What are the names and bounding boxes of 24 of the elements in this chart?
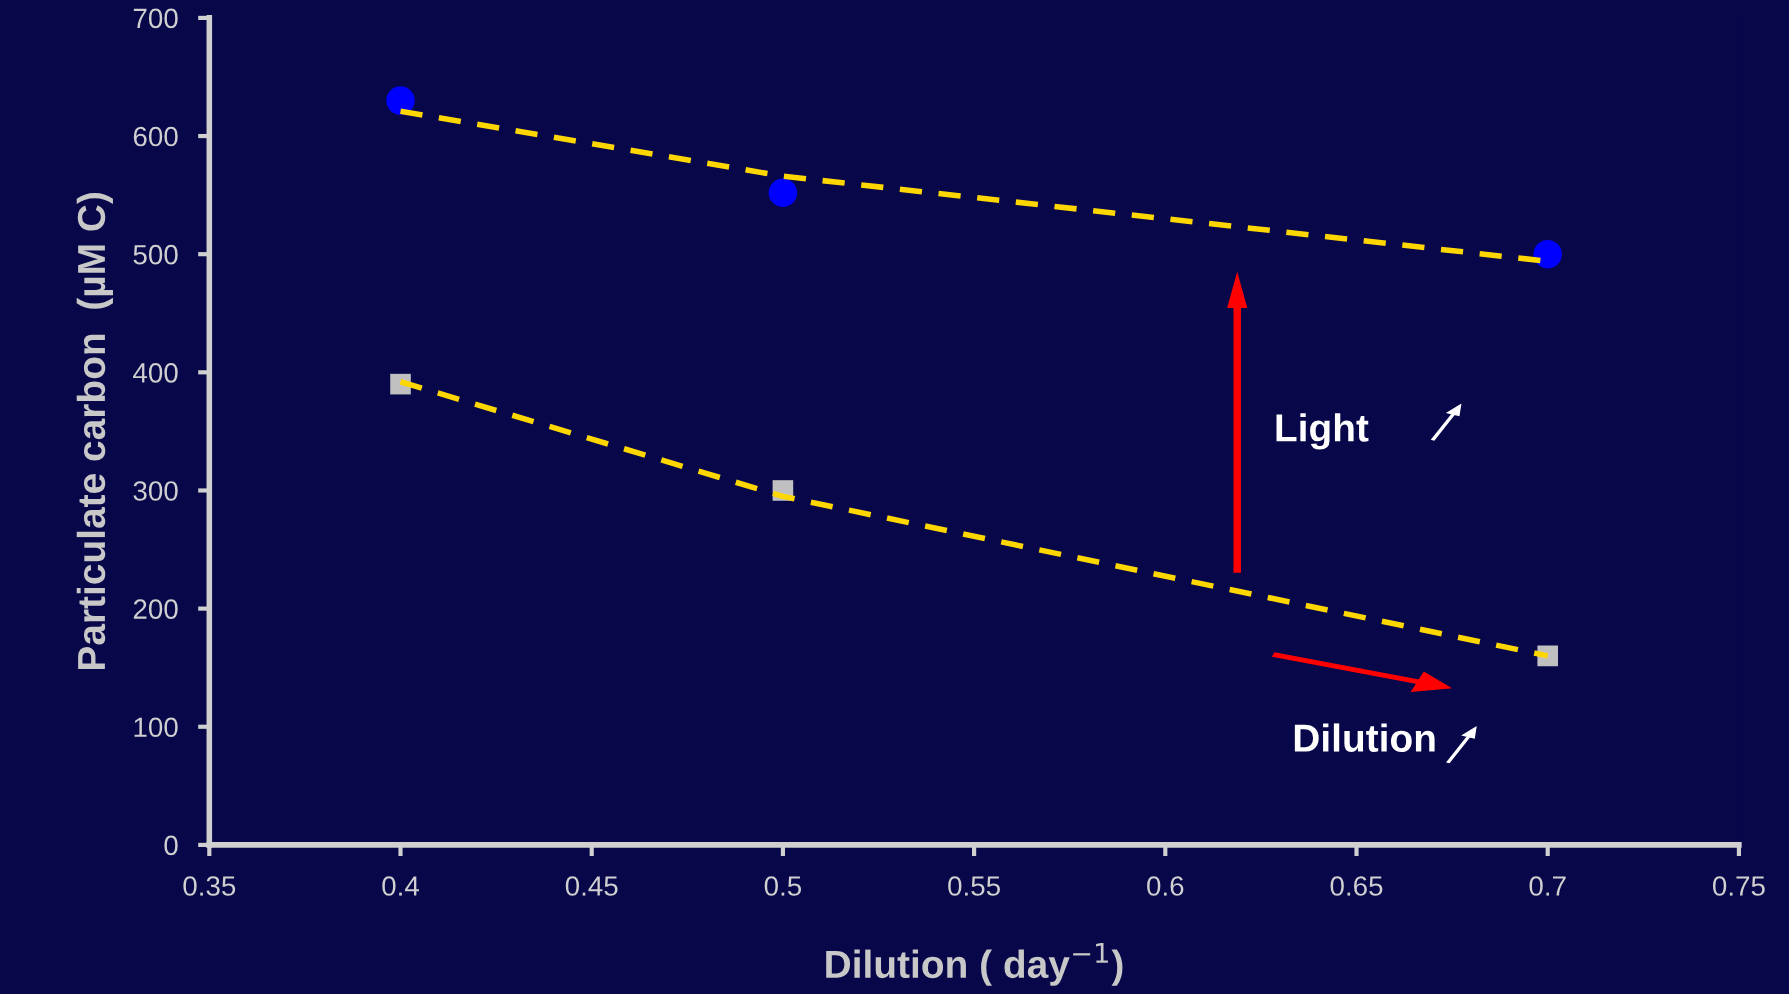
point bbox=[386, 86, 415, 115]
y-tick-label: 500 bbox=[133, 244, 178, 265]
x-tick-label: 0.55 bbox=[948, 876, 1000, 896]
x-tick-label: 0.7 bbox=[1529, 876, 1566, 896]
annotation: Light bbox=[1276, 413, 1369, 450]
y-tick-label: 200 bbox=[133, 599, 178, 619]
x-tick-label: 0.45 bbox=[565, 876, 618, 896]
annotation: Dilution bbox=[1294, 723, 1435, 752]
point bbox=[768, 178, 798, 207]
x-tick-label: 0.75 bbox=[1712, 876, 1765, 896]
x-tick-label: 0.65 bbox=[1330, 876, 1383, 896]
point bbox=[1533, 239, 1562, 269]
x-tick-label: 0.4 bbox=[382, 876, 420, 896]
x-tick-label: 0.5 bbox=[764, 876, 802, 896]
y-tick-label: 400 bbox=[133, 362, 178, 383]
x-tick-label: 0.35 bbox=[183, 876, 236, 896]
y-tick-label: 700 bbox=[133, 8, 178, 29]
y-tick-label: 0 bbox=[164, 835, 178, 856]
y-tick-label: 100 bbox=[134, 717, 178, 738]
y-tick-label: 600 bbox=[133, 126, 178, 147]
y-tick-label: 300 bbox=[133, 481, 178, 501]
x-axis-title: Dilution ( day$^{−1}$) bbox=[826, 943, 1123, 986]
x-tick-label: 0.6 bbox=[1147, 876, 1184, 896]
y-axis-title: Particulate carbon (µM C) bbox=[76, 193, 113, 670]
